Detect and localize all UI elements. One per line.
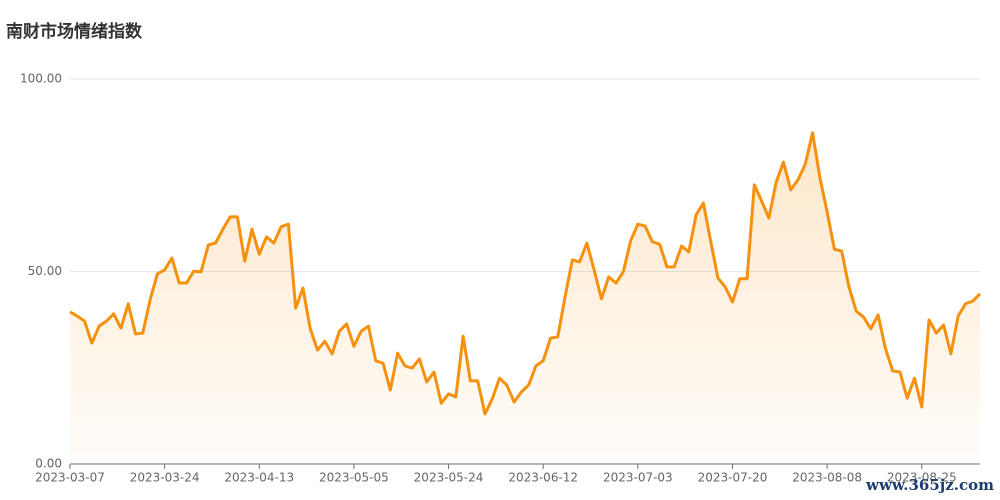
y-tick-label: 100.00: [20, 72, 62, 86]
watermark: www.365jz.com: [865, 476, 994, 494]
x-tick-label: 2023-03-24: [130, 471, 200, 485]
x-tick-label: 2023-08-08: [792, 471, 862, 485]
area: [70, 132, 980, 464]
x-tick-label: 2023-05-24: [414, 471, 484, 485]
y-tick-label: 0.00: [35, 457, 62, 471]
x-tick-label: 2023-07-03: [603, 471, 673, 485]
x-tick-label: 2023-06-12: [508, 471, 578, 485]
x-tick-label: 2023-03-07: [35, 471, 105, 485]
line: [69, 131, 982, 416]
y-tick-label: 50.00: [28, 264, 62, 278]
x-tick-label: 2023-04-13: [224, 471, 294, 485]
x-tick-label: 2023-08-25: [887, 471, 957, 485]
x-tick-label: 2023-07-20: [698, 471, 768, 485]
x-tick-label: 2023-05-05: [319, 471, 389, 485]
chart-title: 南财市场情绪指数: [6, 21, 143, 42]
